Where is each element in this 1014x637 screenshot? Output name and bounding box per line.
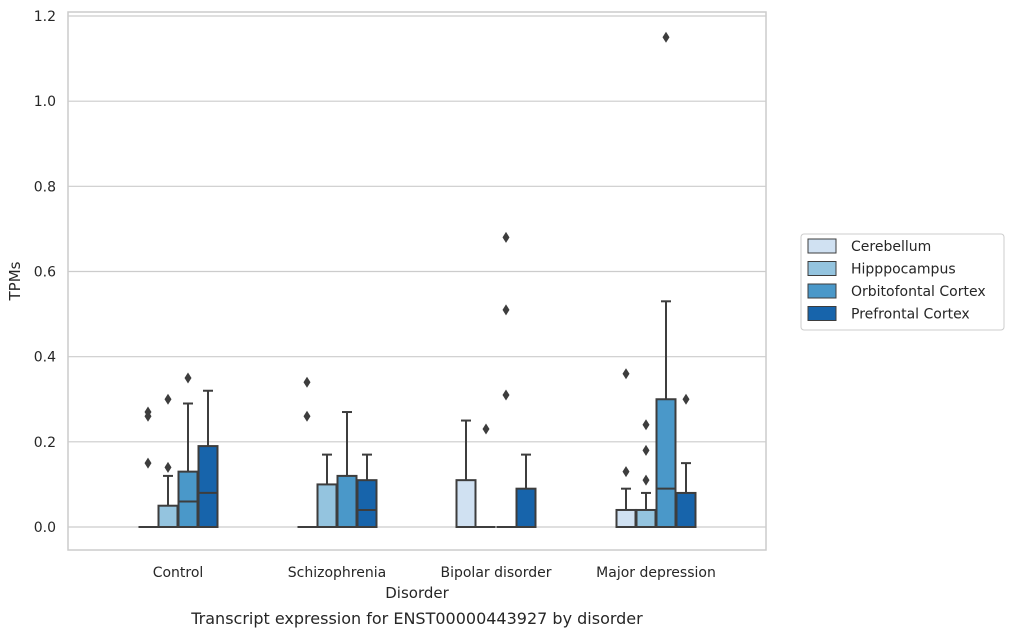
legend-label: Orbitofontal Cortex: [851, 284, 986, 300]
legend-item: Hipppocampus: [807, 261, 956, 278]
series-group: [138, 368, 637, 529]
series-group: [197, 389, 697, 529]
chart-caption: Transcript expression for ENST0000044392…: [190, 609, 643, 628]
box-group: [615, 368, 637, 529]
box: [515, 487, 537, 528]
gridlines: [68, 15, 766, 528]
outlier-point: [164, 393, 172, 405]
outlier-point: [303, 376, 311, 388]
box: [197, 445, 219, 529]
box-group: [635, 419, 657, 529]
box-plot-series: [138, 31, 697, 529]
box: [157, 504, 179, 529]
outlier-point: [642, 444, 650, 456]
box-group: [455, 419, 477, 528]
box-group: [297, 376, 317, 528]
legend-items: Cerebellum Hipppocampus Orbitofontal Corte…: [807, 238, 986, 323]
legend-item: Prefrontal Cortex: [807, 306, 970, 323]
x-axis-ticks: Control Schizophrenia Bipolar disorder Majo…: [153, 565, 716, 581]
legend: Cerebellum Hipppocampus Orbitofontal Corte…: [800, 233, 1005, 331]
legend-swatch: [807, 306, 837, 321]
box-group: [515, 453, 537, 528]
box: [177, 470, 199, 528]
outlier-point: [642, 419, 650, 431]
box-group: [336, 411, 358, 528]
x-tick-label: Control: [153, 565, 204, 581]
box-group: [157, 393, 179, 529]
outlier-point: [144, 410, 152, 422]
outlier-point: [502, 231, 510, 243]
outlier-point: [303, 410, 311, 422]
legend-swatch: [807, 283, 837, 299]
box-group: [476, 423, 496, 528]
box-group: [675, 393, 697, 528]
outlier-point: [642, 474, 650, 486]
legend-item: Cerebellum: [807, 238, 931, 255]
legend-label: Prefrontal Cortex: [851, 307, 970, 323]
outlier-point: [164, 461, 172, 473]
plot-frame: [67, 11, 767, 551]
outlier-point: [622, 368, 630, 380]
outlier-point: [482, 423, 490, 435]
y-tick-label: 0.0: [34, 520, 56, 536]
y-tick-label: 0.8: [34, 179, 56, 195]
box-group: [138, 406, 158, 528]
x-tick-label: Major depression: [596, 565, 716, 581]
y-tick-label: 0.2: [34, 435, 56, 451]
box: [655, 398, 677, 528]
series-group: [157, 393, 657, 529]
outlier-point: [682, 393, 690, 405]
series-group: [177, 31, 677, 528]
box: [675, 491, 697, 528]
legend-swatch: [807, 261, 837, 276]
box: [356, 479, 378, 528]
outlier-point: [502, 304, 510, 316]
outlier-point: [184, 372, 192, 384]
box: [635, 508, 657, 529]
y-tick-label: 1.2: [34, 9, 56, 25]
outlier-point: [622, 466, 630, 478]
legend-swatch: [807, 238, 837, 254]
x-tick-label: Bipolar disorder: [440, 565, 551, 581]
box: [316, 483, 338, 528]
y-axis-label: TPMs: [6, 261, 24, 301]
box-group: [496, 231, 516, 528]
y-tick-label: 1.0: [34, 94, 56, 110]
legend-label: Cerebellum: [851, 239, 931, 255]
outlier-point: [502, 389, 510, 401]
box-group: [177, 372, 199, 528]
y-tick-label: 0.4: [34, 350, 56, 366]
outlier-point: [144, 457, 152, 469]
legend-frame: [800, 233, 1005, 331]
y-axis-ticks: 0.0 0.2 0.4 0.6 0.8 1.0 1.2: [34, 9, 56, 536]
y-tick-label: 0.6: [34, 265, 56, 281]
box: [615, 508, 637, 529]
x-tick-label: Schizophrenia: [288, 565, 386, 581]
legend-item: Orbitofontal Cortex: [807, 283, 986, 300]
x-axis-label: Disorder: [385, 584, 449, 602]
box: [336, 474, 358, 528]
box-group: [655, 31, 677, 528]
box-group: [356, 453, 378, 528]
box: [455, 479, 477, 528]
box-group: [197, 389, 219, 529]
outlier-point: [662, 31, 670, 43]
box-group: [316, 453, 338, 528]
legend-label: Hipppocampus: [851, 262, 956, 278]
